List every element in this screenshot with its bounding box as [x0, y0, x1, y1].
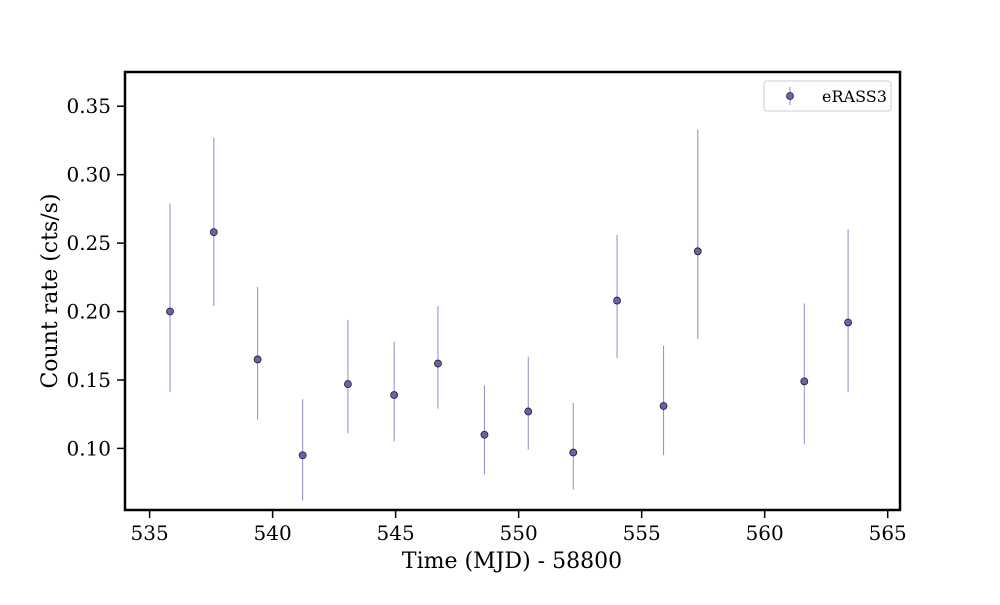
data-point	[166, 307, 174, 316]
data-point	[209, 228, 218, 237]
data-marks	[166, 129, 852, 501]
data-point	[253, 355, 262, 364]
y-tick-label: 0.30	[66, 163, 111, 187]
legend-marker-icon	[786, 92, 794, 100]
data-point	[298, 451, 307, 460]
data-point	[613, 296, 621, 305]
x-tick-label: 545	[377, 521, 415, 545]
data-point	[434, 359, 442, 368]
x-axis-label: Time (MJD) - 58800	[402, 549, 622, 574]
x-tick-label: 565	[869, 521, 907, 545]
legend: eRASS3	[763, 80, 892, 112]
data-point	[390, 391, 399, 399]
data-point	[844, 318, 852, 327]
data-point	[480, 430, 489, 439]
data-point	[693, 247, 702, 256]
x-tick-label: 555	[623, 521, 661, 545]
y-axis-label: Count rate (cts/s)	[38, 193, 63, 388]
x-tick-label: 535	[131, 521, 169, 545]
data-point	[659, 402, 668, 410]
plot-frame	[123, 70, 902, 512]
x-tick-label: 560	[746, 521, 784, 545]
data-point	[344, 380, 352, 388]
legend-box	[763, 80, 892, 112]
legend-label: eRASS3	[822, 87, 887, 106]
y-tick-label: 0.20	[66, 300, 111, 324]
y-tick-label: 0.10	[66, 436, 111, 460]
y-tick-label: 0.15	[66, 368, 111, 392]
data-point	[800, 377, 809, 386]
data-point	[524, 407, 533, 416]
data-point	[569, 448, 578, 457]
y-tick-label: 0.35	[66, 94, 111, 118]
x-tick-label: 550	[500, 521, 538, 545]
axis-ticks: 535 540 545 550 555 560 565 0.10 0.15 0.20 0.25 0.3…	[66, 94, 906, 545]
y-tick-label: 0.25	[66, 231, 111, 255]
x-tick-label: 540	[254, 521, 292, 545]
